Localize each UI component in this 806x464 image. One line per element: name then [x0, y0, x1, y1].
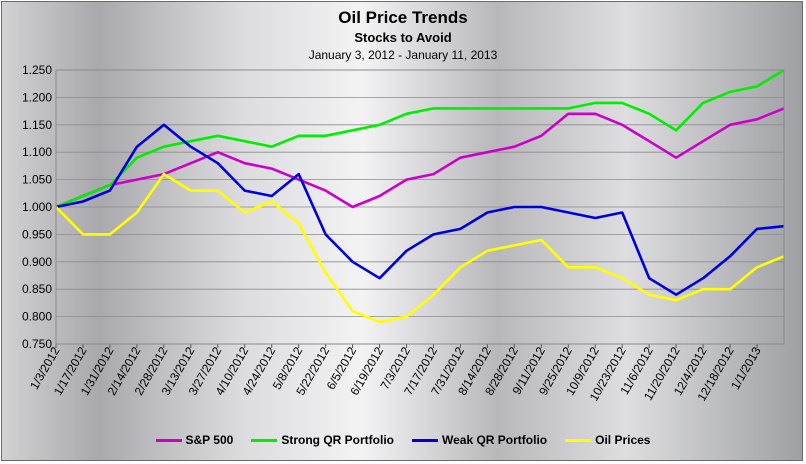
series-line-oil-prices	[55, 172, 785, 324]
legend: S&P 500 Strong QR Portfolio Weak QR Portfo…	[0, 433, 806, 447]
y-tick-label: 0.950	[22, 227, 52, 241]
legend-label: Weak QR Portfolio	[441, 433, 548, 447]
x-axis-ticks: 1/3/20121/17/20121/31/20122/14/20122/28/…	[27, 344, 764, 404]
y-tick-label: 0.900	[22, 255, 52, 269]
legend-item-strong-qr-portfolio: Strong QR Portfolio	[251, 433, 394, 447]
series-line-strong-qr-portfolio	[55, 68, 785, 209]
legend-swatch	[565, 438, 592, 442]
chart-subtitle: Stocks to Avoid	[354, 30, 452, 45]
legend-label: S&P 500	[185, 433, 234, 447]
series-line-s-p-500	[55, 107, 785, 209]
y-tick-label: 0.750	[22, 337, 52, 351]
chart-title: Oil Price Trends	[338, 8, 468, 27]
legend-swatch	[411, 438, 438, 442]
y-tick-label: 0.800	[22, 310, 52, 324]
y-tick-label: 1.150	[22, 118, 52, 132]
legend-label: Oil Prices	[595, 433, 651, 447]
legend-item-weak-qr-portfolio: Weak QR Portfolio	[411, 433, 548, 447]
y-axis-ticks: 0.750 0.800 0.850 0.900 0.950 1.000 1.050 1.100…	[22, 63, 52, 351]
legend-item-oil-prices: Oil Prices	[565, 433, 650, 447]
plot-area-border	[55, 69, 785, 345]
legend-swatch	[251, 438, 278, 442]
legend-item-s-p-500: S&P 500	[155, 433, 234, 447]
y-tick-label: 1.000	[22, 200, 52, 214]
y-tick-label: 1.050	[22, 173, 52, 187]
legend-label: Strong QR Portfolio	[281, 433, 394, 447]
series-line-weak-qr-portfolio	[55, 123, 785, 297]
legend-swatch	[155, 438, 182, 442]
y-tick-label: 1.200	[22, 90, 52, 104]
series-lines	[55, 68, 785, 324]
y-tick-label: 1.100	[22, 145, 52, 159]
y-tick-label: 1.250	[22, 63, 52, 77]
chart-date-range: January 3, 2012 - January 11, 2013	[308, 48, 498, 62]
y-tick-label: 0.850	[22, 282, 52, 296]
